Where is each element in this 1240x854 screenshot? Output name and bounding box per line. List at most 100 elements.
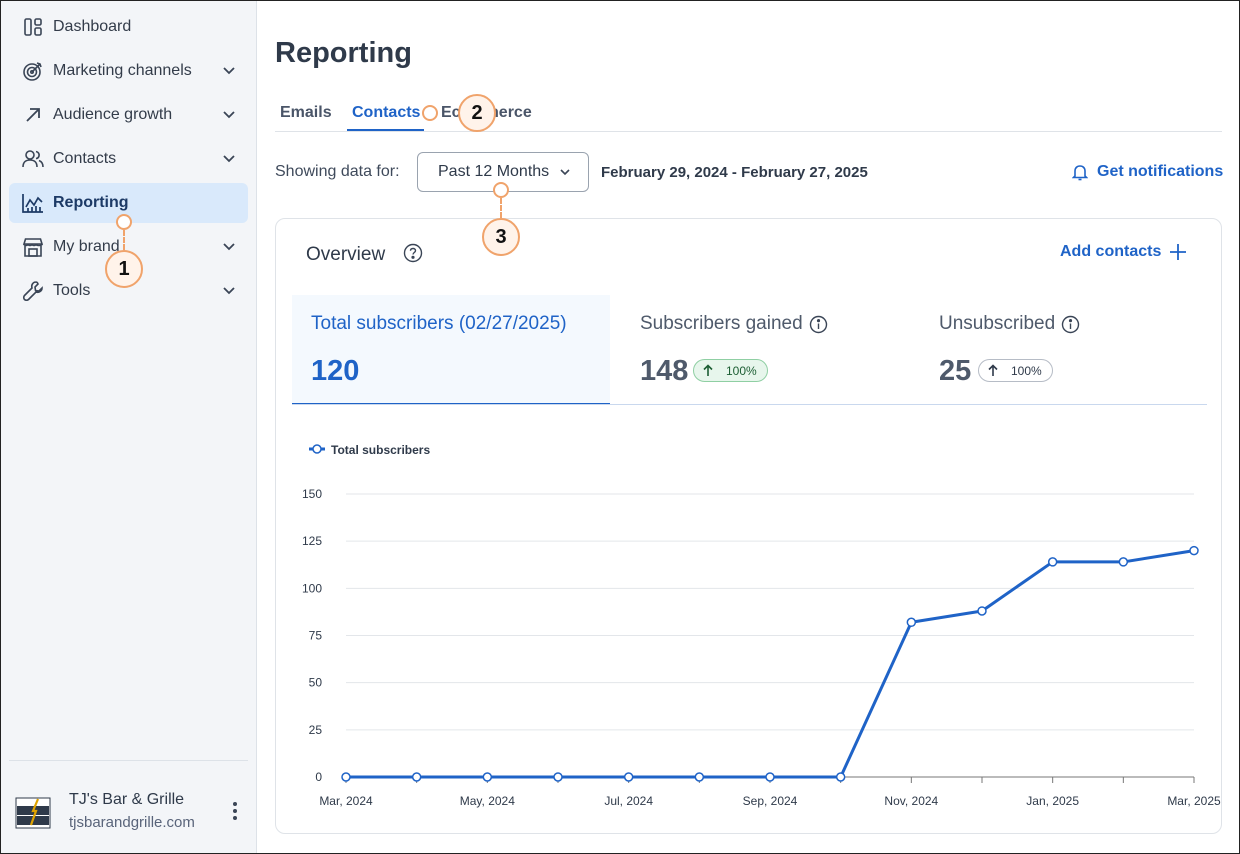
legend-label: Total subscribers	[331, 443, 430, 457]
y-tick-label: 0	[315, 770, 322, 784]
sidebar-item-label: Audience growth	[53, 106, 173, 123]
x-tick-label: Jul, 2024	[604, 794, 653, 808]
y-tick-label: 150	[302, 487, 322, 501]
sidebar-item-tools[interactable]: Tools	[9, 271, 248, 311]
metric-label-text: Total subscribers (02/27/2025)	[311, 313, 567, 334]
sidebar-item-contacts[interactable]: Contacts	[9, 139, 248, 179]
sidebar-item-my-brand[interactable]: My brand	[9, 227, 248, 267]
metric-total-subscribers[interactable]: Total subscribers (02/27/2025) 120	[292, 295, 610, 405]
annotation-marker	[116, 214, 132, 230]
get-notifications-link[interactable]: Get notifications	[1072, 163, 1223, 181]
chevron-down-icon[interactable]	[220, 106, 238, 124]
data-point	[411, 772, 422, 782]
sidebar-item-audience-growth[interactable]: Audience growth	[9, 95, 248, 135]
subscribers-chart: Total subscribers 0 25 50 75 100 125 150 Mar, 20…	[276, 429, 1221, 819]
metric-label: Unsubscribed	[939, 313, 1080, 335]
page-title: Reporting	[275, 37, 412, 69]
chevron-down-icon	[560, 169, 570, 176]
more-options-icon[interactable]	[232, 801, 238, 821]
info-icon[interactable]	[1061, 315, 1080, 334]
add-contacts-button[interactable]: Add contacts	[1060, 243, 1187, 261]
chevron-down-icon[interactable]	[220, 150, 238, 168]
overview-title: Overview	[306, 244, 386, 265]
legend-swatch-marker	[312, 444, 322, 454]
data-point	[1047, 557, 1058, 567]
x-tick-label: Sep, 2024	[743, 794, 798, 808]
chevron-down-icon[interactable]	[220, 62, 238, 80]
sidebar-item-label: Reporting	[53, 194, 129, 211]
metric-subscribers-gained[interactable]: Subscribers gained 148 100%	[621, 295, 911, 405]
chart-svg: Total subscribers 0 25 50 75 100 125 150 Mar, 20…	[302, 443, 1221, 808]
series-line	[346, 549, 1195, 779]
metric-label-text: Subscribers gained	[640, 313, 803, 334]
trend-badge: 100%	[693, 359, 768, 382]
active-tab-indicator	[347, 129, 424, 131]
storefront-icon	[22, 236, 44, 258]
bell-icon	[1072, 165, 1088, 181]
x-tick-label: Jan, 2025	[1026, 794, 1079, 808]
x-tick-label: Mar, 2024	[319, 794, 373, 808]
data-point	[977, 606, 987, 616]
brand-logo	[15, 795, 51, 831]
people-icon	[22, 148, 44, 170]
y-tick-label: 100	[302, 581, 322, 595]
annotation-leader	[500, 198, 502, 218]
y-tick-label: 75	[309, 629, 323, 643]
wrench-icon	[22, 280, 44, 302]
plus-icon	[1170, 244, 1187, 260]
metric-unsubscribed[interactable]: Unsubscribed 25 100%	[920, 295, 1210, 405]
sidebar-item-label: My brand	[53, 238, 120, 255]
report-tabs: Emails Contacts Ecommerce	[275, 92, 1222, 132]
date-filter-label: Showing data for:	[275, 163, 400, 180]
data-point	[765, 772, 775, 782]
data-point	[906, 617, 917, 628]
overview-card: Overview Add contacts Total subscribers …	[275, 218, 1222, 834]
y-tick-label: 125	[302, 534, 322, 548]
metrics-divider	[292, 404, 1207, 405]
y-tick-label: 25	[309, 723, 323, 737]
info-icon[interactable]	[809, 315, 828, 334]
annotation-marker	[422, 105, 438, 121]
x-tick-label: Nov, 2024	[884, 794, 938, 808]
annotation-callout: 3	[482, 218, 520, 256]
arrow-up-icon	[703, 364, 713, 376]
metric-label: Subscribers gained	[640, 313, 828, 335]
data-point	[553, 772, 563, 782]
x-tick-label: Mar, 2025	[1167, 794, 1221, 808]
account-switcher[interactable]: TJ's Bar & Grille tjsbarandgrille.com	[9, 760, 248, 854]
metric-value: 25	[939, 355, 972, 387]
data-point	[482, 772, 493, 782]
account-name: TJ's Bar & Grille	[69, 791, 185, 808]
trend-badge: 100%	[978, 359, 1053, 382]
account-url: tjsbarandgrille.com	[69, 814, 195, 831]
dashboard-icon	[22, 16, 44, 38]
date-range-text: February 29, 2024 - February 27, 2025	[601, 164, 868, 181]
sidebar-item-label: Dashboard	[53, 18, 132, 35]
data-point	[341, 772, 351, 782]
metric-value: 120	[311, 355, 360, 387]
annotation-leader	[123, 230, 125, 250]
tab-contacts[interactable]: Contacts	[352, 104, 421, 121]
data-point	[623, 772, 634, 782]
annotation-callout: 2	[458, 94, 496, 132]
data-point	[694, 772, 705, 782]
trend-badge-text: 100%	[1011, 363, 1042, 378]
arrow-up-icon	[988, 364, 998, 376]
metric-label-text: Unsubscribed	[939, 313, 1056, 334]
annotation-marker	[493, 182, 509, 198]
tab-emails[interactable]: Emails	[280, 104, 332, 121]
metric-value: 148	[640, 355, 689, 387]
add-contacts-label: Add contacts	[1060, 243, 1162, 260]
chevron-down-icon[interactable]	[220, 238, 238, 256]
help-icon[interactable]	[403, 243, 423, 263]
arrow-up-right-icon	[22, 104, 44, 126]
x-tick-label: May, 2024	[460, 794, 515, 808]
trend-badge-text: 100%	[726, 363, 757, 378]
sidebar-item-dashboard[interactable]: Dashboard	[9, 7, 248, 47]
chevron-down-icon[interactable]	[220, 282, 238, 300]
y-tick-label: 50	[309, 676, 323, 690]
metric-label: Total subscribers (02/27/2025)	[311, 313, 567, 335]
data-point	[835, 772, 846, 782]
sidebar-item-label: Tools	[53, 282, 91, 299]
sidebar-item-marketing-channels[interactable]: Marketing channels	[9, 51, 248, 91]
